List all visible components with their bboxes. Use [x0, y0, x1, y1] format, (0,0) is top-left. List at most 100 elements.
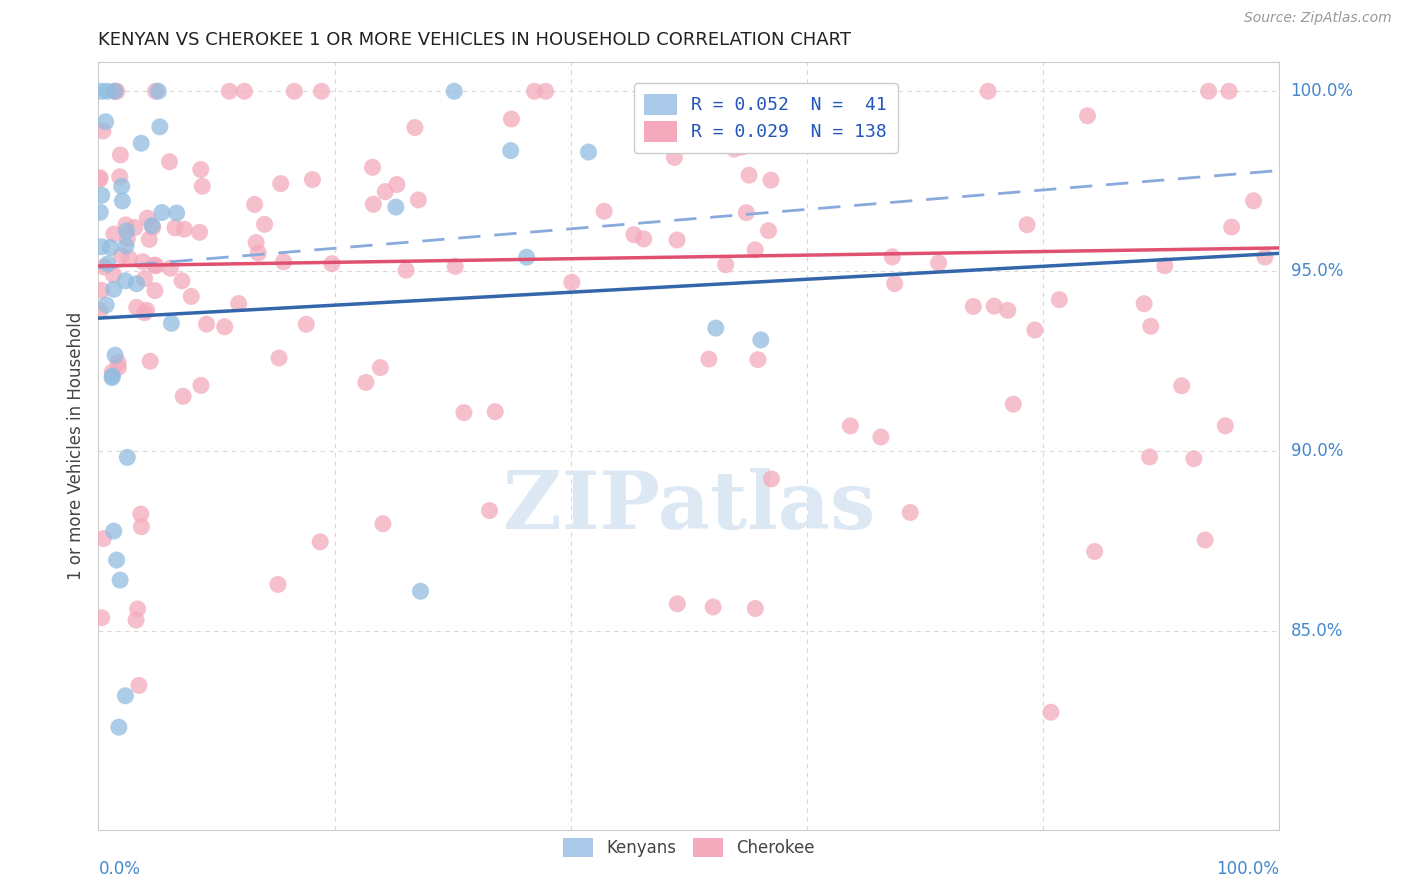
- Point: [124, 220, 146, 235]
- Point: [321, 257, 343, 271]
- Point: [103, 227, 125, 241]
- Point: [103, 268, 125, 282]
- Point: [882, 250, 904, 264]
- Point: [89, 205, 111, 219]
- Point: [1182, 451, 1205, 466]
- Point: [354, 376, 377, 390]
- Point: [361, 161, 384, 175]
- Point: [233, 84, 256, 98]
- Point: [253, 217, 276, 231]
- Point: [1015, 218, 1038, 232]
- Point: [101, 370, 124, 384]
- Point: [190, 378, 212, 392]
- Point: [484, 405, 506, 419]
- Point: [478, 503, 501, 517]
- Point: [103, 84, 125, 98]
- Point: [166, 206, 188, 220]
- Point: [1047, 293, 1070, 307]
- Point: [747, 352, 769, 367]
- Point: [129, 507, 152, 521]
- Point: [159, 154, 181, 169]
- Point: [118, 252, 141, 266]
- Point: [983, 299, 1005, 313]
- Point: [374, 185, 396, 199]
- Point: [90, 240, 112, 254]
- Point: [270, 177, 292, 191]
- Point: [139, 354, 162, 368]
- Point: [190, 162, 212, 177]
- Point: [309, 534, 332, 549]
- Point: [110, 148, 132, 162]
- Point: [499, 144, 522, 158]
- Point: [758, 224, 780, 238]
- Point: [94, 298, 117, 312]
- Point: [623, 227, 645, 242]
- Point: [101, 369, 124, 384]
- Point: [245, 235, 267, 250]
- Y-axis label: 1 or more Vehicles in Household: 1 or more Vehicles in Household: [66, 312, 84, 580]
- Point: [172, 389, 194, 403]
- Point: [839, 418, 862, 433]
- Point: [273, 255, 295, 269]
- Point: [1213, 418, 1236, 433]
- Point: [534, 84, 557, 98]
- Point: [138, 232, 160, 246]
- Point: [738, 168, 761, 182]
- Point: [173, 222, 195, 236]
- Point: [1218, 84, 1240, 98]
- Point: [704, 321, 727, 335]
- Point: [90, 283, 112, 297]
- Point: [714, 258, 737, 272]
- Point: [501, 112, 523, 126]
- Point: [267, 577, 290, 591]
- Text: 85.0%: 85.0%: [1291, 623, 1343, 640]
- Point: [1198, 84, 1220, 98]
- Text: KENYAN VS CHEROKEE 1 OR MORE VEHICLES IN HOUSEHOLD CORRELATION CHART: KENYAN VS CHEROKEE 1 OR MORE VEHICLES IN…: [98, 31, 852, 49]
- Point: [111, 179, 134, 194]
- Point: [125, 301, 148, 315]
- Point: [114, 689, 136, 703]
- Point: [117, 232, 139, 246]
- Point: [136, 211, 159, 225]
- Point: [1084, 544, 1107, 558]
- Point: [247, 246, 270, 260]
- Point: [295, 318, 318, 332]
- Point: [1024, 323, 1046, 337]
- Point: [883, 277, 905, 291]
- Point: [228, 296, 250, 310]
- Point: [108, 720, 131, 734]
- Point: [578, 145, 600, 159]
- Point: [129, 136, 152, 151]
- Point: [141, 219, 163, 233]
- Point: [195, 317, 218, 331]
- Point: [516, 250, 538, 264]
- Point: [105, 553, 128, 567]
- Point: [90, 610, 112, 624]
- Point: [97, 257, 120, 271]
- Point: [371, 516, 394, 531]
- Point: [443, 84, 465, 98]
- Point: [749, 333, 772, 347]
- Point: [385, 200, 408, 214]
- Point: [723, 142, 745, 156]
- Point: [301, 172, 323, 186]
- Point: [735, 205, 758, 219]
- Point: [150, 205, 173, 219]
- Point: [180, 289, 202, 303]
- Point: [898, 506, 921, 520]
- Point: [134, 306, 156, 320]
- Point: [163, 220, 186, 235]
- Point: [666, 597, 689, 611]
- Point: [89, 172, 111, 186]
- Point: [89, 170, 111, 185]
- Point: [962, 300, 984, 314]
- Point: [744, 243, 766, 257]
- Point: [666, 233, 689, 247]
- Point: [143, 284, 166, 298]
- Point: [1153, 259, 1175, 273]
- Point: [135, 303, 157, 318]
- Point: [385, 178, 408, 192]
- Point: [90, 84, 112, 98]
- Point: [115, 224, 138, 238]
- Point: [127, 602, 149, 616]
